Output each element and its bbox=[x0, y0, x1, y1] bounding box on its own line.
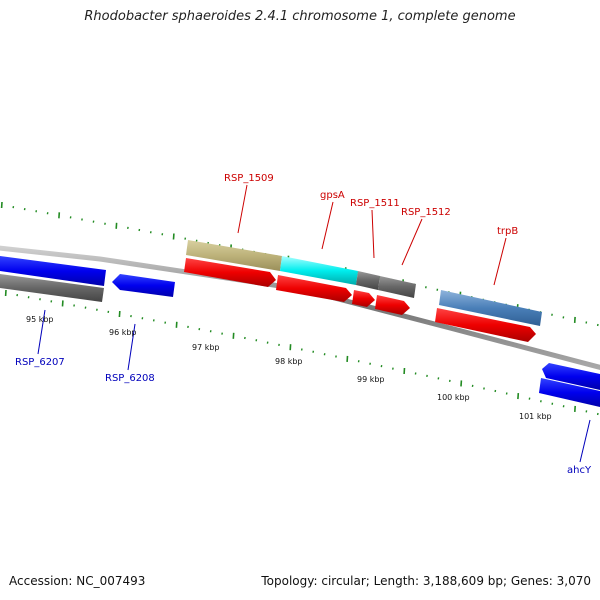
genome-summary-text: Topology: circular; Length: 3,188,609 bp… bbox=[261, 574, 591, 588]
gene-label-rsp6207: RSP_6207 bbox=[15, 357, 65, 368]
leader-rsp6208 bbox=[127, 323, 136, 371]
gene-feature-rsp6207[interactable] bbox=[0, 256, 106, 286]
gene-arrow-rsp1509[interactable] bbox=[184, 258, 276, 287]
accession-text: Accession: NC_007493 bbox=[9, 574, 146, 588]
map-title: Rhodobacter sphaeroides 2.4.1 chromosome… bbox=[84, 9, 516, 24]
gene-label-ahcy: ahcY bbox=[567, 465, 592, 476]
gene-arrow-rsp1512[interactable] bbox=[375, 295, 410, 315]
gene-arrow-ahcy[interactable] bbox=[542, 363, 600, 390]
gene-label-rsp6208: RSP_6208 bbox=[105, 373, 155, 384]
scale-label-95kbp: 95 kbp bbox=[26, 315, 54, 324]
leader-rsp1509 bbox=[237, 184, 248, 234]
gene-feature-trpb-band[interactable] bbox=[439, 290, 542, 326]
leader-rsp6207 bbox=[37, 309, 46, 355]
gene-feature-rsp6207-gray[interactable] bbox=[0, 274, 104, 302]
leader-ahcy bbox=[579, 419, 591, 463]
gene-arrow-gpsa[interactable] bbox=[276, 275, 352, 302]
scale-label-99kbp: 99 kbp bbox=[357, 375, 385, 384]
leader-rsp1512 bbox=[401, 218, 423, 266]
gene-feature-rsp1511-band[interactable] bbox=[356, 271, 380, 290]
gene-arrow-trpb[interactable] bbox=[435, 308, 536, 342]
gene-feature-gpsa-band[interactable] bbox=[280, 256, 358, 285]
scale-label-101kbp: 101 kbp bbox=[519, 412, 552, 421]
gene-label-rsp1511: RSP_1511 bbox=[350, 198, 400, 209]
scale-label-100kbp: 100 kbp bbox=[437, 393, 470, 402]
gene-label-gpsa: gpsA bbox=[320, 190, 345, 201]
scale-label-97kbp: 97 kbp bbox=[192, 343, 220, 352]
gene-label-trpb: trpB bbox=[497, 226, 518, 237]
leader-gpsa bbox=[321, 201, 334, 250]
scale-label-98kbp: 98 kbp bbox=[275, 357, 303, 366]
gene-label-rsp1509: RSP_1509 bbox=[224, 173, 274, 184]
inner-tick-row bbox=[4, 289, 599, 416]
leader-rsp1511 bbox=[371, 209, 375, 259]
gene-arrow-rsp1511[interactable] bbox=[352, 290, 375, 307]
scale-label-96kbp: 96 kbp bbox=[109, 328, 137, 337]
gene-feature-rsp1512-band[interactable] bbox=[378, 276, 416, 298]
gene-feature-rsp1509-band[interactable] bbox=[186, 240, 282, 271]
leader-trpb bbox=[493, 237, 507, 286]
gene-label-rsp1512: RSP_1512 bbox=[401, 207, 451, 218]
gene-arrow-ahcy-2[interactable] bbox=[539, 378, 600, 407]
gene-feature-rsp6208[interactable] bbox=[112, 274, 175, 297]
